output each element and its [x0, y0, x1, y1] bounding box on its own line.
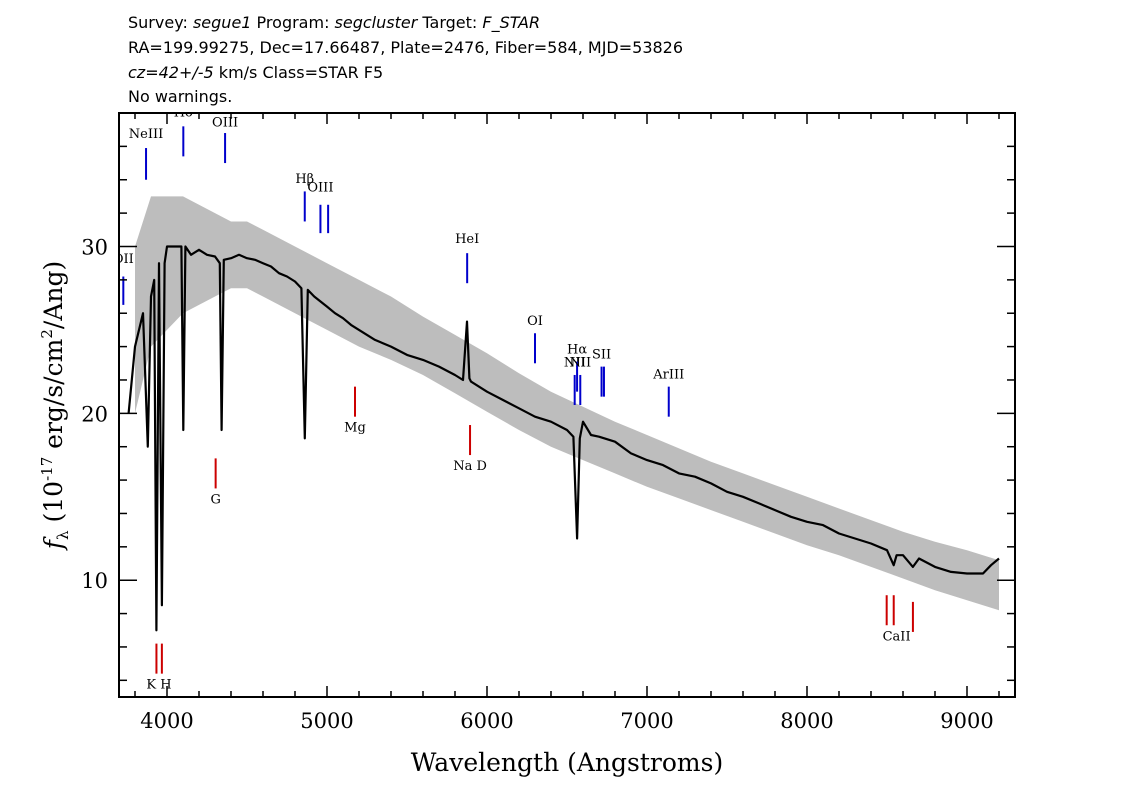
y-label-exp2: 2 — [38, 329, 56, 339]
emission-line-label: Hα — [567, 342, 587, 357]
header-line-1: Survey: segue1 Program: segcluster Targe… — [128, 13, 540, 33]
spectral-lines-layer: OIINeIIIHδOIIIHβOIIIHeIOINIIHαNIISIIArII… — [113, 105, 914, 693]
target-prefix: Target: — [417, 13, 483, 32]
class-text: km/s Class=STAR F5 — [213, 63, 384, 82]
error-band-layer — [135, 196, 999, 611]
y-label-unit-suffix: /Ang) — [39, 261, 68, 329]
y-tick-label: 30 — [81, 235, 108, 259]
y-tick-label: 20 — [81, 402, 108, 426]
absorption-line-label: Mg — [344, 421, 366, 436]
flux-line — [127, 245, 1000, 632]
x-axis-label: Wavelength (Angstroms) — [411, 748, 723, 777]
absorption-line-label: CaII — [883, 629, 911, 644]
x-tick-label: 5000 — [300, 709, 353, 733]
axis-ticks: 4000 5000 6000 7000 8000 9000 10 20 30 — [81, 112, 1015, 733]
absorption-line-label: K H — [146, 678, 171, 693]
flux-error-band — [135, 196, 999, 611]
emission-line-label: OII — [113, 252, 134, 267]
survey-value: segue1 — [192, 13, 252, 32]
x-tick-label: 8000 — [780, 709, 833, 733]
x-tick-label: 6000 — [460, 709, 513, 733]
emission-line-label: Hδ — [174, 105, 193, 120]
y-axis-label: fλ (10-17 erg/s/cm2/Ang) — [38, 261, 72, 551]
y-label-exp1: -17 — [38, 457, 56, 481]
target-value: F_STAR — [482, 13, 541, 32]
header-line-2: RA=199.99275, Dec=17.66487, Plate=2476, … — [128, 38, 684, 57]
absorption-line-label: G — [210, 492, 220, 507]
header-line-3: cz=42+/-5 km/s Class=STAR F5 — [128, 63, 383, 83]
cz-value: cz=42+/-5 — [128, 63, 214, 82]
x-tick-label: 4000 — [140, 709, 193, 733]
y-label-f: f — [39, 536, 68, 551]
y-label-sub: λ — [54, 530, 72, 540]
x-tick-label: 9000 — [940, 709, 993, 733]
program-value: segcluster — [334, 13, 418, 32]
plot-frame — [118, 112, 1016, 698]
emission-line-label: Hβ — [295, 172, 314, 187]
emission-line-label: OIII — [307, 180, 333, 195]
emission-line-label: SII — [592, 347, 611, 362]
emission-line-label: ArIII — [652, 367, 684, 382]
emission-line-label: OI — [527, 314, 543, 329]
y-label-unit-mid: erg/s/cm — [39, 338, 68, 456]
absorption-line-label: Na D — [453, 459, 487, 474]
emission-line-label: HeI — [455, 232, 479, 247]
survey-prefix: Survey: — [128, 13, 193, 32]
emission-line-label: NII — [569, 356, 591, 371]
flux-line-layer — [127, 245, 1000, 632]
program-prefix: Program: — [251, 13, 335, 32]
emission-line-label: NII — [564, 356, 586, 371]
x-tick-label: 7000 — [620, 709, 673, 733]
header-line-4: No warnings. — [128, 87, 233, 106]
emission-line-label: NeIII — [129, 127, 163, 142]
y-tick-label: 10 — [81, 569, 108, 593]
y-label-unit-prefix: (10 — [39, 481, 68, 531]
emission-line-label: OIII — [212, 115, 238, 130]
